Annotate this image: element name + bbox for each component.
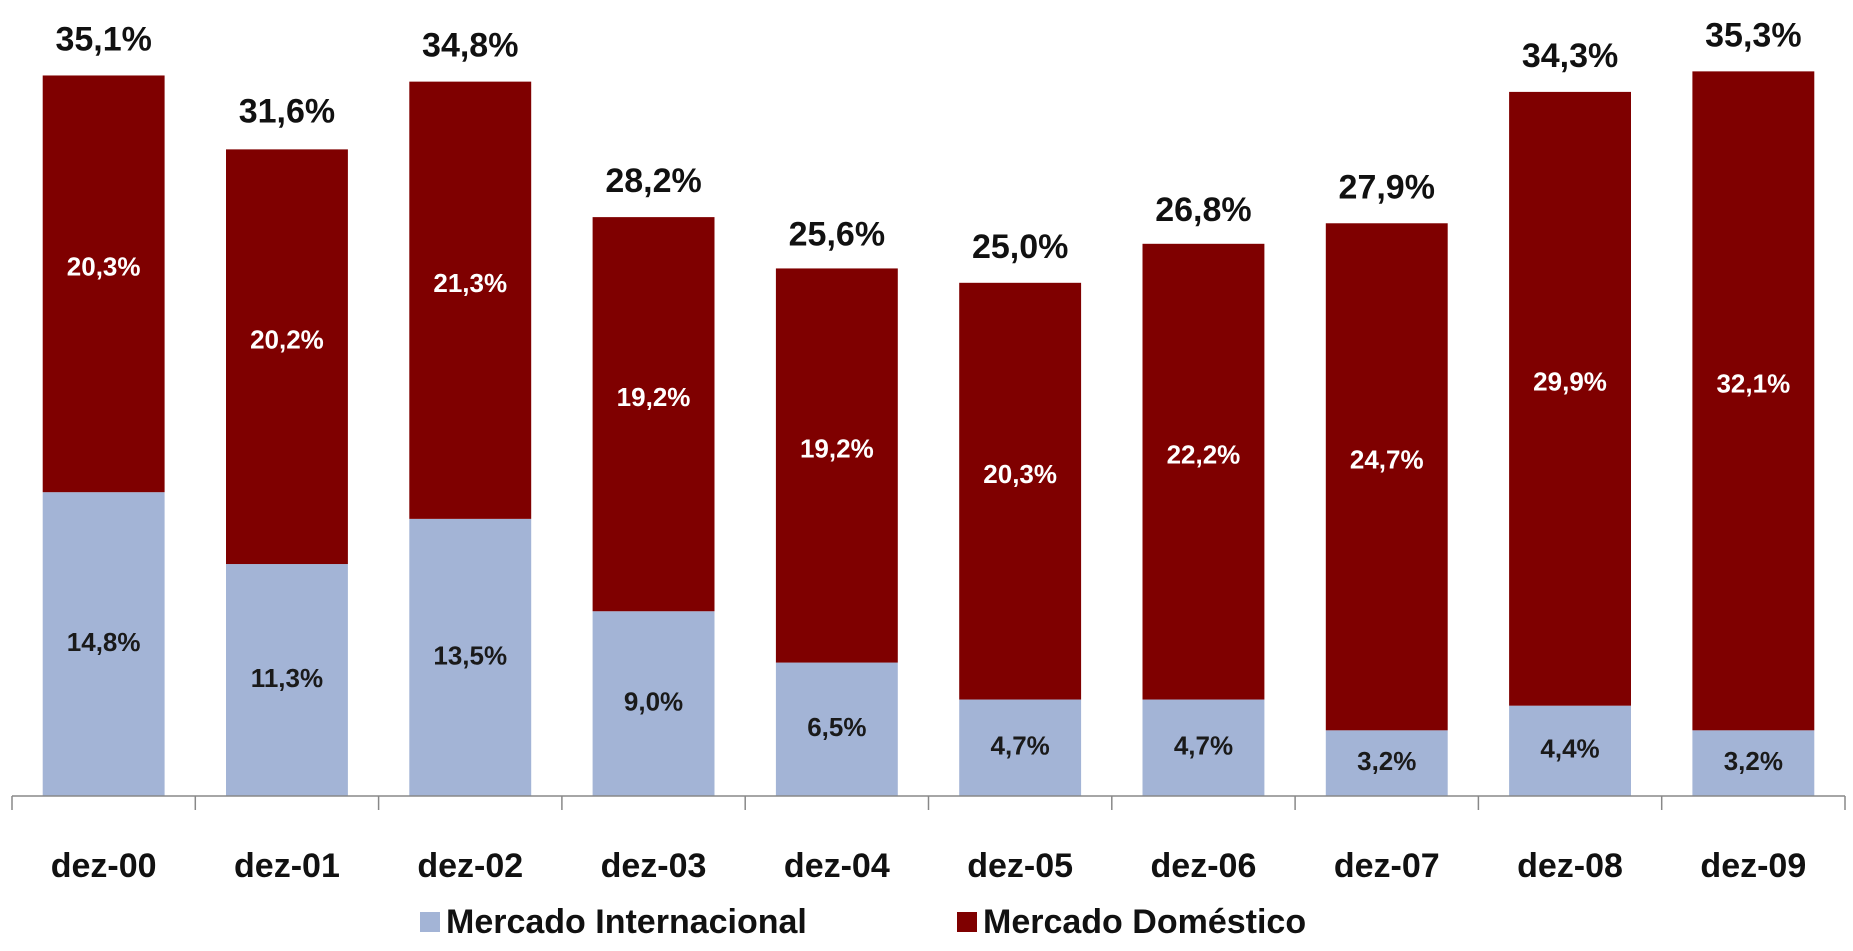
value-label: 4,7% [1174, 731, 1233, 761]
value-label: 3,2% [1357, 746, 1416, 776]
value-label: 19,2% [800, 433, 874, 463]
bar-segment [42, 75, 165, 493]
value-label: 21,3% [433, 268, 507, 298]
value-label: 20,2% [250, 325, 324, 355]
bar-segment [226, 564, 348, 796]
total-label: 35,3% [1705, 16, 1801, 54]
x-tick-label: dez-00 [51, 847, 157, 885]
total-label: 35,1% [55, 20, 151, 58]
bar-segment [592, 611, 715, 796]
x-tick-label: dez-04 [784, 847, 890, 885]
x-tick-label: dez-08 [1517, 847, 1623, 885]
total-label: 26,8% [1155, 191, 1251, 229]
value-label: 20,3% [983, 459, 1057, 489]
bar-segment [592, 217, 715, 612]
bar-segment [1142, 699, 1265, 796]
value-label: 11,3% [251, 663, 323, 693]
legend-swatch [420, 912, 440, 932]
bar-segment [775, 268, 898, 663]
x-tick-label: dez-07 [1334, 847, 1440, 885]
value-label: 19,2% [617, 382, 691, 412]
total-label: 34,8% [422, 27, 518, 65]
value-label: 3,2% [1724, 746, 1783, 776]
total-label: 25,6% [789, 215, 885, 253]
value-label: 4,4% [1540, 734, 1599, 764]
value-label: 20,3% [67, 252, 141, 282]
value-label: 32,1% [1716, 369, 1790, 399]
legend-label: Mercado Doméstico [983, 903, 1306, 941]
bar-segment [1325, 223, 1448, 731]
x-tick-label: dez-01 [234, 847, 340, 885]
total-label: 28,2% [605, 162, 701, 200]
value-label: 24,7% [1350, 445, 1424, 475]
bar-segment [959, 699, 1082, 796]
bar-segment [409, 81, 532, 519]
value-label: 22,2% [1167, 440, 1241, 470]
bar-segment [1325, 730, 1448, 796]
value-label: 9,0% [624, 687, 683, 717]
x-tick-label: dez-03 [601, 847, 707, 885]
value-label: 13,5% [433, 640, 507, 670]
bar-segment [1142, 243, 1265, 700]
x-tick-label: dez-06 [1151, 847, 1257, 885]
total-label: 31,6% [239, 92, 335, 130]
x-tick-label: dez-09 [1700, 847, 1806, 885]
legend-swatch [957, 912, 977, 932]
value-label: 4,7% [991, 731, 1050, 761]
total-label: 27,9% [1339, 168, 1435, 206]
bar-segment [226, 149, 348, 565]
value-label: 29,9% [1533, 367, 1607, 397]
bar-segment [1509, 91, 1631, 706]
legend-label: Mercado Internacional [446, 903, 807, 941]
total-label: 34,3% [1522, 37, 1618, 75]
bar-segment [959, 282, 1082, 700]
bar-segment [1692, 71, 1815, 731]
bar-segment [1509, 705, 1631, 796]
total-label: 25,0% [972, 228, 1068, 266]
bar-segment [409, 518, 532, 796]
value-label: 14,8% [67, 627, 141, 657]
bar-segment [42, 492, 165, 796]
x-tick-label: dez-02 [417, 847, 523, 885]
bar-segment [1692, 730, 1815, 796]
x-tick-label: dez-05 [967, 847, 1073, 885]
bar-segment [775, 662, 898, 796]
value-label: 6,5% [807, 712, 866, 742]
